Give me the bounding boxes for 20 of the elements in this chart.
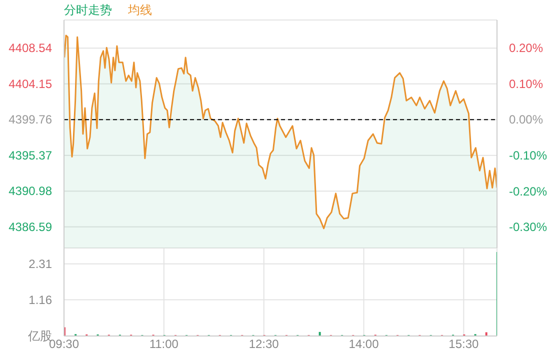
y2-tick-label: 0.10%: [509, 76, 544, 91]
y-tick-label: 4390.98: [8, 184, 52, 198]
x-tick-label: 12:30: [248, 337, 280, 351]
y2-tick-label: 0.20%: [509, 40, 544, 55]
y2-tick-label: 0.00%: [509, 112, 544, 127]
y2-tick-label: -0.10%: [509, 148, 548, 163]
x-tick-label: 14:00: [348, 337, 380, 351]
y-tick-label: 4395.37: [8, 148, 52, 162]
y2-tick-label: -0.30%: [509, 220, 548, 234]
y-tick-label: 2.31: [28, 256, 52, 271]
y-tick-label: 4386.59: [8, 220, 52, 234]
text: 均线: [128, 2, 152, 19]
y2-tick-label: -0.20%: [509, 184, 548, 198]
y-tick-label: 4408.54: [8, 41, 52, 56]
y-tick-label: 1.16: [28, 292, 52, 307]
y-tick-label: 4399.76: [8, 112, 52, 127]
series-label: 分时走势: [64, 2, 112, 19]
x-tick-label: 11:00: [149, 337, 179, 351]
y-tick-label: 4404.15: [8, 76, 52, 91]
x-tick-label: 15:30: [448, 337, 480, 351]
